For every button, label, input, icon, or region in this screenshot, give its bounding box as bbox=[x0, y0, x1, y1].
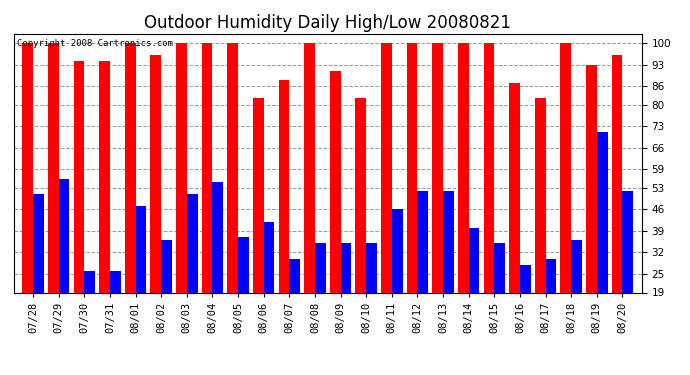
Bar bbox=[22, 43, 33, 292]
Bar bbox=[406, 43, 417, 292]
Bar bbox=[622, 191, 633, 292]
Bar bbox=[381, 43, 392, 292]
Bar bbox=[392, 209, 402, 292]
Bar bbox=[458, 43, 469, 292]
Bar bbox=[264, 222, 275, 292]
Bar bbox=[187, 194, 197, 292]
Bar bbox=[304, 43, 315, 292]
Bar bbox=[484, 43, 494, 292]
Bar bbox=[341, 243, 351, 292]
Bar bbox=[176, 43, 187, 292]
Bar bbox=[494, 243, 505, 292]
Bar bbox=[366, 243, 377, 292]
Bar bbox=[330, 71, 341, 292]
Bar bbox=[201, 43, 213, 292]
Bar bbox=[84, 271, 95, 292]
Bar bbox=[99, 62, 110, 292]
Bar bbox=[469, 228, 480, 292]
Text: Copyright 2008 Cartronics.com: Copyright 2008 Cartronics.com bbox=[17, 39, 172, 48]
Title: Outdoor Humidity Daily High/Low 20080821: Outdoor Humidity Daily High/Low 20080821 bbox=[144, 14, 511, 32]
Bar bbox=[227, 43, 238, 292]
Bar bbox=[253, 99, 264, 292]
Bar bbox=[433, 43, 443, 292]
Bar bbox=[597, 132, 608, 292]
Bar bbox=[571, 240, 582, 292]
Bar bbox=[520, 265, 531, 292]
Bar bbox=[355, 99, 366, 292]
Bar bbox=[289, 259, 300, 292]
Bar bbox=[74, 62, 84, 292]
Bar bbox=[213, 182, 223, 292]
Bar bbox=[315, 243, 326, 292]
Bar bbox=[535, 99, 546, 292]
Bar bbox=[417, 191, 428, 292]
Bar bbox=[161, 240, 172, 292]
Bar bbox=[586, 64, 597, 292]
Bar bbox=[509, 83, 520, 292]
Bar bbox=[48, 43, 59, 292]
Bar bbox=[135, 206, 146, 292]
Bar bbox=[560, 43, 571, 292]
Bar bbox=[125, 43, 135, 292]
Bar bbox=[110, 271, 121, 292]
Bar bbox=[443, 191, 454, 292]
Bar bbox=[238, 237, 249, 292]
Bar bbox=[612, 56, 622, 292]
Bar bbox=[150, 56, 161, 292]
Bar bbox=[279, 80, 289, 292]
Bar bbox=[33, 194, 43, 292]
Bar bbox=[546, 259, 556, 292]
Bar bbox=[59, 178, 70, 292]
